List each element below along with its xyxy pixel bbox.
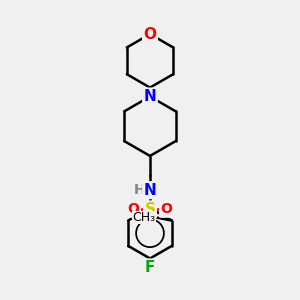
Text: O: O bbox=[143, 27, 157, 42]
Text: H: H bbox=[134, 183, 146, 197]
Text: O: O bbox=[160, 202, 172, 216]
Text: CH₃: CH₃ bbox=[132, 211, 155, 224]
Text: N: N bbox=[144, 183, 156, 198]
Text: S: S bbox=[145, 202, 155, 217]
Text: F: F bbox=[145, 260, 155, 275]
Text: O: O bbox=[128, 202, 140, 216]
Text: N: N bbox=[144, 89, 156, 104]
